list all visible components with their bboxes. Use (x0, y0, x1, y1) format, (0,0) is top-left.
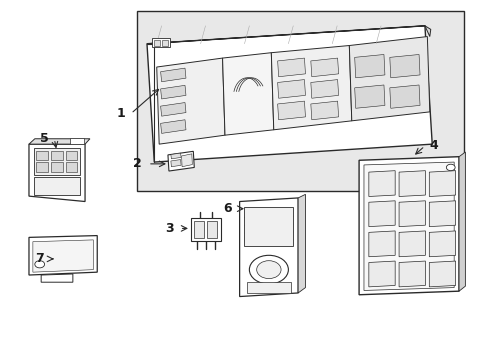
Polygon shape (310, 58, 338, 77)
Bar (193, 221, 203, 238)
Polygon shape (298, 194, 305, 293)
Bar (137, 12, 463, 191)
Bar (190, 218, 221, 241)
Polygon shape (29, 235, 97, 275)
Polygon shape (147, 26, 430, 44)
Circle shape (446, 164, 454, 171)
Bar (51, 150, 62, 159)
Text: 1: 1 (116, 107, 125, 120)
Polygon shape (398, 201, 425, 226)
Polygon shape (428, 231, 455, 257)
Circle shape (35, 261, 44, 268)
Polygon shape (160, 103, 185, 116)
Polygon shape (389, 54, 419, 78)
Polygon shape (277, 101, 305, 120)
Bar (152, 39, 170, 47)
Polygon shape (167, 151, 194, 171)
Polygon shape (368, 261, 394, 287)
Polygon shape (428, 171, 455, 197)
Polygon shape (170, 159, 181, 167)
Circle shape (256, 261, 281, 279)
Bar (36, 150, 48, 159)
Bar (65, 150, 77, 159)
Polygon shape (428, 201, 455, 226)
Polygon shape (160, 120, 185, 134)
Polygon shape (398, 261, 425, 287)
Text: 2: 2 (133, 157, 142, 170)
Polygon shape (239, 198, 298, 297)
Polygon shape (277, 58, 305, 77)
Polygon shape (160, 85, 185, 99)
Bar (244, 207, 293, 246)
Polygon shape (41, 274, 73, 282)
Polygon shape (363, 162, 453, 291)
Polygon shape (310, 80, 338, 98)
Bar (246, 282, 290, 293)
Text: 4: 4 (429, 139, 438, 152)
Polygon shape (368, 231, 394, 257)
Polygon shape (368, 171, 394, 197)
Polygon shape (358, 157, 458, 295)
Text: 5: 5 (40, 132, 48, 145)
Polygon shape (170, 153, 181, 159)
Polygon shape (398, 171, 425, 197)
Bar (162, 40, 167, 46)
Polygon shape (222, 53, 273, 135)
Polygon shape (389, 85, 419, 108)
Bar (36, 162, 48, 172)
Text: 3: 3 (165, 222, 173, 235)
Polygon shape (157, 58, 224, 144)
Bar (65, 162, 77, 172)
Polygon shape (310, 101, 338, 120)
Bar (154, 40, 160, 46)
Text: 6: 6 (223, 202, 232, 215)
Polygon shape (181, 154, 192, 167)
Polygon shape (354, 85, 384, 108)
Polygon shape (277, 80, 305, 98)
Bar (34, 177, 80, 195)
Polygon shape (348, 37, 429, 121)
Polygon shape (368, 201, 394, 226)
Polygon shape (271, 45, 351, 130)
Polygon shape (29, 144, 85, 202)
Polygon shape (33, 240, 93, 272)
Circle shape (249, 255, 288, 284)
Bar (51, 162, 62, 172)
Polygon shape (160, 68, 185, 82)
Bar (70, 138, 84, 144)
Polygon shape (458, 152, 465, 291)
Polygon shape (398, 231, 425, 257)
Polygon shape (147, 26, 431, 162)
Bar (206, 221, 217, 238)
Text: 7: 7 (35, 252, 43, 265)
Polygon shape (29, 139, 90, 144)
Bar (34, 148, 80, 175)
Polygon shape (354, 54, 384, 78)
Polygon shape (428, 261, 455, 287)
